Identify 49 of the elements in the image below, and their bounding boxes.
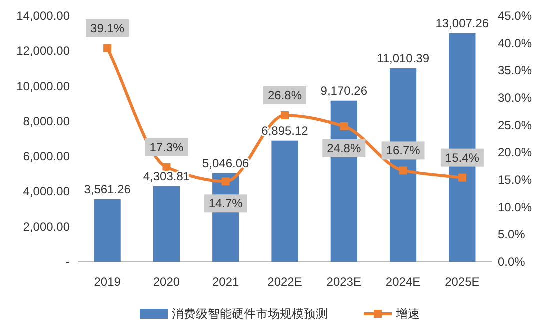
point bbox=[222, 178, 230, 186]
x-tick-label: 2019 bbox=[94, 275, 122, 289]
y2-tick-label: 45.0% bbox=[498, 9, 532, 23]
y2-tick-label: 35.0% bbox=[498, 64, 532, 78]
legend-label: 增速 bbox=[395, 307, 420, 321]
y-tick-label: - bbox=[66, 255, 70, 269]
y-tick-label: 6,000.00 bbox=[23, 150, 70, 164]
x-tick-label: 2020 bbox=[153, 275, 180, 289]
y-tick-label: 8,000.00 bbox=[23, 114, 70, 128]
point bbox=[458, 174, 466, 182]
y-tick-label: 2,000.00 bbox=[23, 220, 70, 234]
y-tick-label: 14,000.00 bbox=[16, 9, 70, 23]
x-tick-label: 2024E bbox=[386, 275, 421, 289]
data-label: 39.1% bbox=[90, 21, 125, 36]
y2-tick-label: 30.0% bbox=[498, 91, 532, 105]
y2-tick-label: 5.0% bbox=[498, 228, 526, 242]
data-label: 4,303.81 bbox=[143, 169, 190, 184]
bar bbox=[94, 199, 121, 262]
x-tick-label: 2025E bbox=[445, 275, 480, 289]
data-label: 13,007.26 bbox=[436, 16, 490, 30]
bar bbox=[272, 140, 298, 262]
data-label: 11,010.39 bbox=[377, 52, 430, 66]
bar bbox=[153, 186, 180, 262]
y2-tick-label: 20.0% bbox=[498, 146, 532, 160]
data-label: 3,561.26 bbox=[84, 182, 132, 196]
y2-tick-label: 15.0% bbox=[498, 173, 532, 187]
point bbox=[399, 166, 408, 175]
x-tick-label: 2022E bbox=[268, 275, 302, 289]
data-label: 16.7% bbox=[386, 144, 421, 158]
point bbox=[281, 111, 289, 120]
y2-tick-label: 0.0% bbox=[498, 255, 526, 269]
y2-tick-label: 10.0% bbox=[498, 200, 532, 214]
y-tick-label: 4,000.00 bbox=[23, 184, 70, 199]
data-label: 15.4% bbox=[445, 150, 480, 165]
data-label: 14.7% bbox=[208, 196, 244, 211]
y2-tick-label: 25.0% bbox=[498, 118, 532, 132]
y-tick-label: 10,000.00 bbox=[16, 79, 70, 94]
x-tick-label: 2021 bbox=[212, 275, 240, 289]
x-tick-label: 2023E bbox=[326, 275, 362, 289]
y2-tick-label: 40.0% bbox=[498, 36, 532, 50]
data-label: 9,170.26 bbox=[320, 84, 368, 98]
point bbox=[162, 163, 171, 172]
point bbox=[340, 122, 348, 130]
legend-label: 消费级智能硬件市场规模预测 bbox=[172, 307, 328, 321]
data-label: 26.8% bbox=[268, 88, 302, 102]
y-tick-label: 12,000.00 bbox=[16, 44, 70, 58]
data-label: 17.3% bbox=[150, 140, 184, 154]
point bbox=[104, 44, 112, 52]
data-label: 24.8% bbox=[327, 141, 362, 156]
